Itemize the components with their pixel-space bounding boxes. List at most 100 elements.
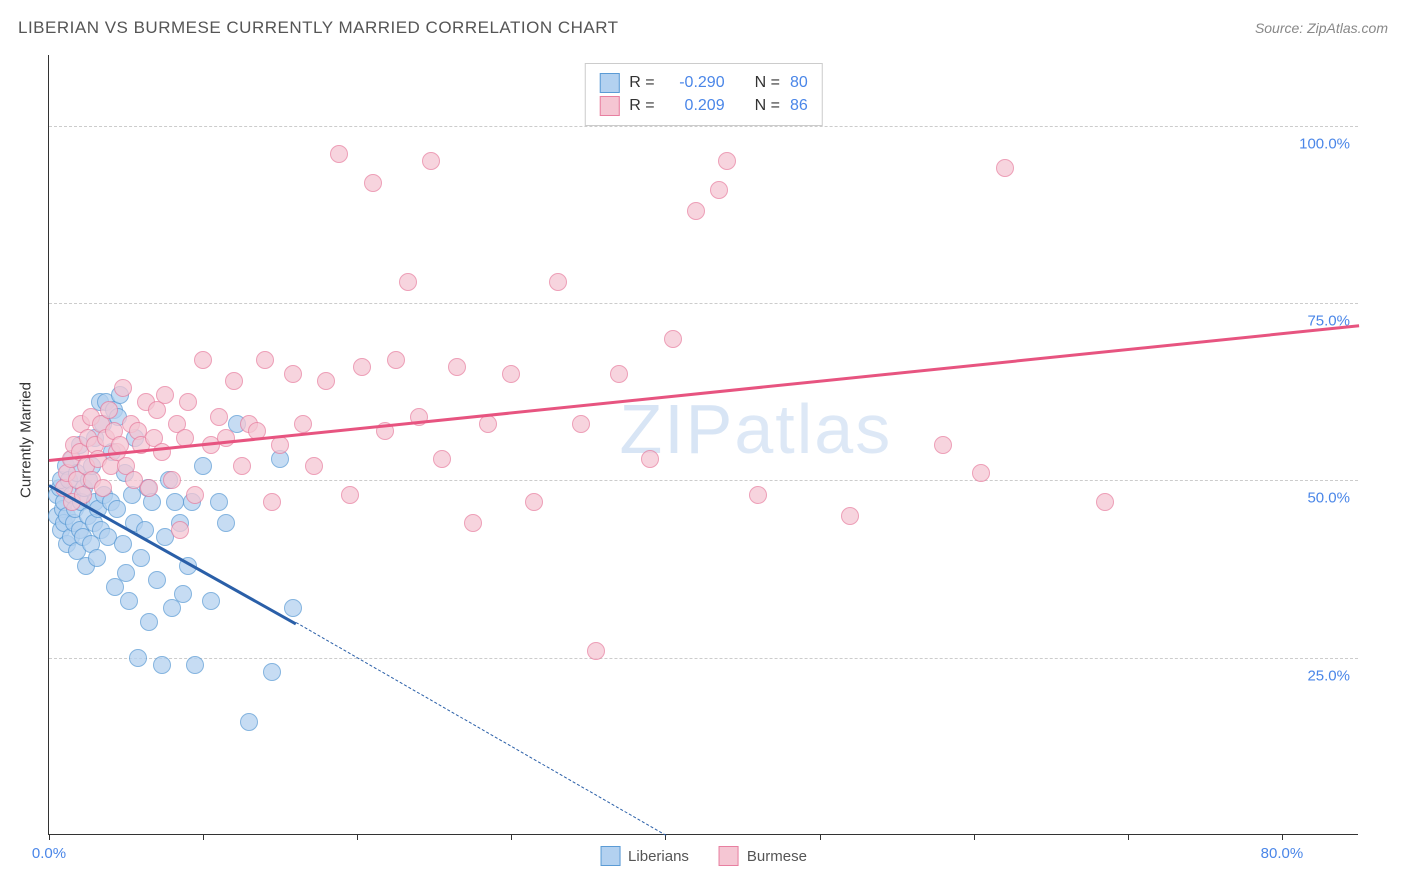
data-point xyxy=(718,152,736,170)
data-point xyxy=(934,436,952,454)
data-point xyxy=(94,479,112,497)
data-point xyxy=(186,486,204,504)
data-point xyxy=(710,181,728,199)
data-point xyxy=(225,372,243,390)
source-attribution: Source: ZipAtlas.com xyxy=(1255,20,1388,36)
x-tick-label: 80.0% xyxy=(1261,845,1304,862)
data-point xyxy=(422,152,440,170)
bottom-legend: Liberians Burmese xyxy=(600,846,807,866)
stats-n-value: 80 xyxy=(790,74,808,92)
grid-line xyxy=(49,480,1358,481)
x-tick xyxy=(357,834,358,840)
stats-r-value: -0.290 xyxy=(665,74,725,92)
x-tick xyxy=(820,834,821,840)
legend-swatch xyxy=(599,96,619,116)
y-tick-label: 25.0% xyxy=(1307,667,1350,684)
data-point xyxy=(364,174,382,192)
x-tick-label: 0.0% xyxy=(32,845,66,862)
data-point xyxy=(171,521,189,539)
chart-title: LIBERIAN VS BURMESE CURRENTLY MARRIED CO… xyxy=(18,18,619,38)
data-point xyxy=(240,713,258,731)
legend-swatch xyxy=(600,846,620,866)
data-point xyxy=(108,500,126,518)
data-point xyxy=(284,365,302,383)
legend-swatch xyxy=(719,846,739,866)
data-point xyxy=(996,159,1014,177)
data-point xyxy=(1096,493,1114,511)
data-point xyxy=(217,514,235,532)
stats-n-label: N = xyxy=(755,74,780,92)
scatter-chart: ZIPatlas 25.0%50.0%75.0%100.0%0.0%80.0%R… xyxy=(48,55,1358,835)
data-point xyxy=(353,358,371,376)
data-point xyxy=(664,330,682,348)
data-point xyxy=(587,642,605,660)
data-point xyxy=(166,493,184,511)
data-point xyxy=(114,379,132,397)
data-point xyxy=(433,450,451,468)
legend-label: Burmese xyxy=(747,848,807,865)
stats-row: R = -0.290 N = 80 xyxy=(599,73,807,93)
source-name: ZipAtlas.com xyxy=(1307,20,1388,36)
watermark-part2: atlas xyxy=(734,390,892,468)
data-point xyxy=(284,599,302,617)
legend-swatch xyxy=(599,73,619,93)
data-point xyxy=(140,613,158,631)
data-point xyxy=(88,549,106,567)
data-point xyxy=(140,479,158,497)
data-point xyxy=(174,585,192,603)
data-point xyxy=(525,493,543,511)
x-tick xyxy=(974,834,975,840)
y-tick-label: 50.0% xyxy=(1307,490,1350,507)
x-tick xyxy=(1128,834,1129,840)
data-point xyxy=(156,386,174,404)
data-point xyxy=(120,592,138,610)
data-point xyxy=(202,592,220,610)
data-point xyxy=(749,486,767,504)
data-point xyxy=(263,493,281,511)
data-point xyxy=(330,145,348,163)
data-point xyxy=(317,372,335,390)
data-point xyxy=(399,273,417,291)
data-point xyxy=(194,351,212,369)
data-point xyxy=(179,393,197,411)
chart-header: LIBERIAN VS BURMESE CURRENTLY MARRIED CO… xyxy=(18,18,1388,38)
trend-line xyxy=(49,324,1359,462)
data-point xyxy=(210,493,228,511)
stats-r-label: R = xyxy=(629,74,654,92)
trend-line xyxy=(295,622,665,836)
y-axis-label: Currently Married xyxy=(18,382,35,498)
data-point xyxy=(549,273,567,291)
legend-item: Burmese xyxy=(719,846,807,866)
x-tick xyxy=(511,834,512,840)
data-point xyxy=(387,351,405,369)
data-point xyxy=(448,358,466,376)
data-point xyxy=(341,486,359,504)
stats-r-value: 0.209 xyxy=(665,97,725,115)
data-point xyxy=(841,507,859,525)
grid-line xyxy=(49,303,1358,304)
stats-r-label: R = xyxy=(629,97,654,115)
data-point xyxy=(132,549,150,567)
x-tick xyxy=(49,834,50,840)
stats-row: R =0.209N =86 xyxy=(599,96,807,116)
stats-legend-box: R =-0.290N =80R =0.209N =86 xyxy=(584,63,822,126)
data-point xyxy=(114,535,132,553)
stats-n-label: N = xyxy=(755,97,780,115)
data-point xyxy=(502,365,520,383)
watermark: ZIPatlas xyxy=(619,389,892,469)
data-point xyxy=(100,401,118,419)
data-point xyxy=(148,571,166,589)
data-point xyxy=(263,663,281,681)
data-point xyxy=(186,656,204,674)
x-tick xyxy=(1282,834,1283,840)
grid-line xyxy=(49,126,1358,127)
x-tick xyxy=(203,834,204,840)
data-point xyxy=(210,408,228,426)
grid-line xyxy=(49,658,1358,659)
data-point xyxy=(194,457,212,475)
data-point xyxy=(610,365,628,383)
data-point xyxy=(163,471,181,489)
data-point xyxy=(305,457,323,475)
data-point xyxy=(117,564,135,582)
legend-label: Liberians xyxy=(628,848,689,865)
